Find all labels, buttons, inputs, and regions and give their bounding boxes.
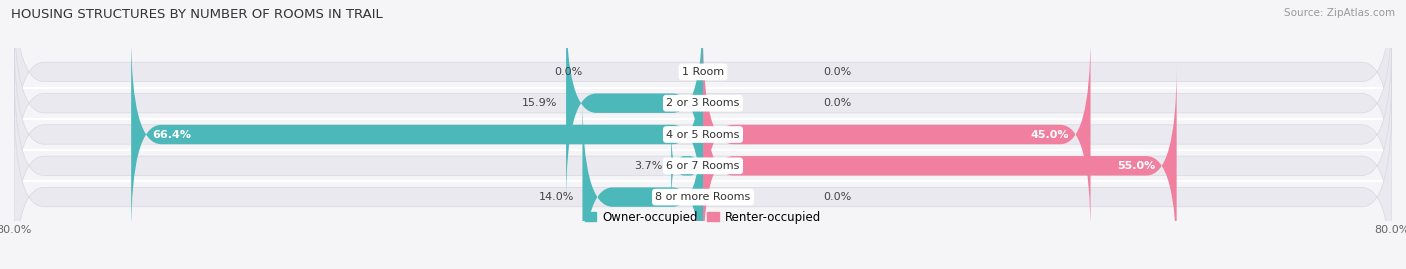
Text: 45.0%: 45.0% [1031, 129, 1069, 140]
Legend: Owner-occupied, Renter-occupied: Owner-occupied, Renter-occupied [579, 206, 827, 228]
Text: 0.0%: 0.0% [554, 67, 582, 77]
FancyBboxPatch shape [14, 97, 1392, 269]
Text: 66.4%: 66.4% [153, 129, 191, 140]
FancyBboxPatch shape [14, 3, 1392, 203]
Text: 14.0%: 14.0% [538, 192, 574, 202]
Text: 4 or 5 Rooms: 4 or 5 Rooms [666, 129, 740, 140]
Text: 55.0%: 55.0% [1116, 161, 1156, 171]
FancyBboxPatch shape [582, 97, 703, 269]
Text: 2 or 3 Rooms: 2 or 3 Rooms [666, 98, 740, 108]
Text: 6 or 7 Rooms: 6 or 7 Rooms [666, 161, 740, 171]
Text: HOUSING STRUCTURES BY NUMBER OF ROOMS IN TRAIL: HOUSING STRUCTURES BY NUMBER OF ROOMS IN… [11, 8, 382, 21]
Text: 0.0%: 0.0% [824, 67, 852, 77]
Text: 0.0%: 0.0% [824, 98, 852, 108]
FancyBboxPatch shape [14, 66, 1392, 266]
FancyBboxPatch shape [14, 0, 1392, 172]
FancyBboxPatch shape [567, 3, 703, 203]
FancyBboxPatch shape [14, 35, 1392, 234]
Text: Source: ZipAtlas.com: Source: ZipAtlas.com [1284, 8, 1395, 18]
FancyBboxPatch shape [703, 35, 1091, 234]
Text: 1 Room: 1 Room [682, 67, 724, 77]
Text: 15.9%: 15.9% [522, 98, 557, 108]
Text: 3.7%: 3.7% [634, 161, 662, 171]
FancyBboxPatch shape [131, 35, 703, 234]
FancyBboxPatch shape [671, 129, 703, 203]
FancyBboxPatch shape [703, 66, 1177, 266]
Text: 8 or more Rooms: 8 or more Rooms [655, 192, 751, 202]
Text: 0.0%: 0.0% [824, 192, 852, 202]
